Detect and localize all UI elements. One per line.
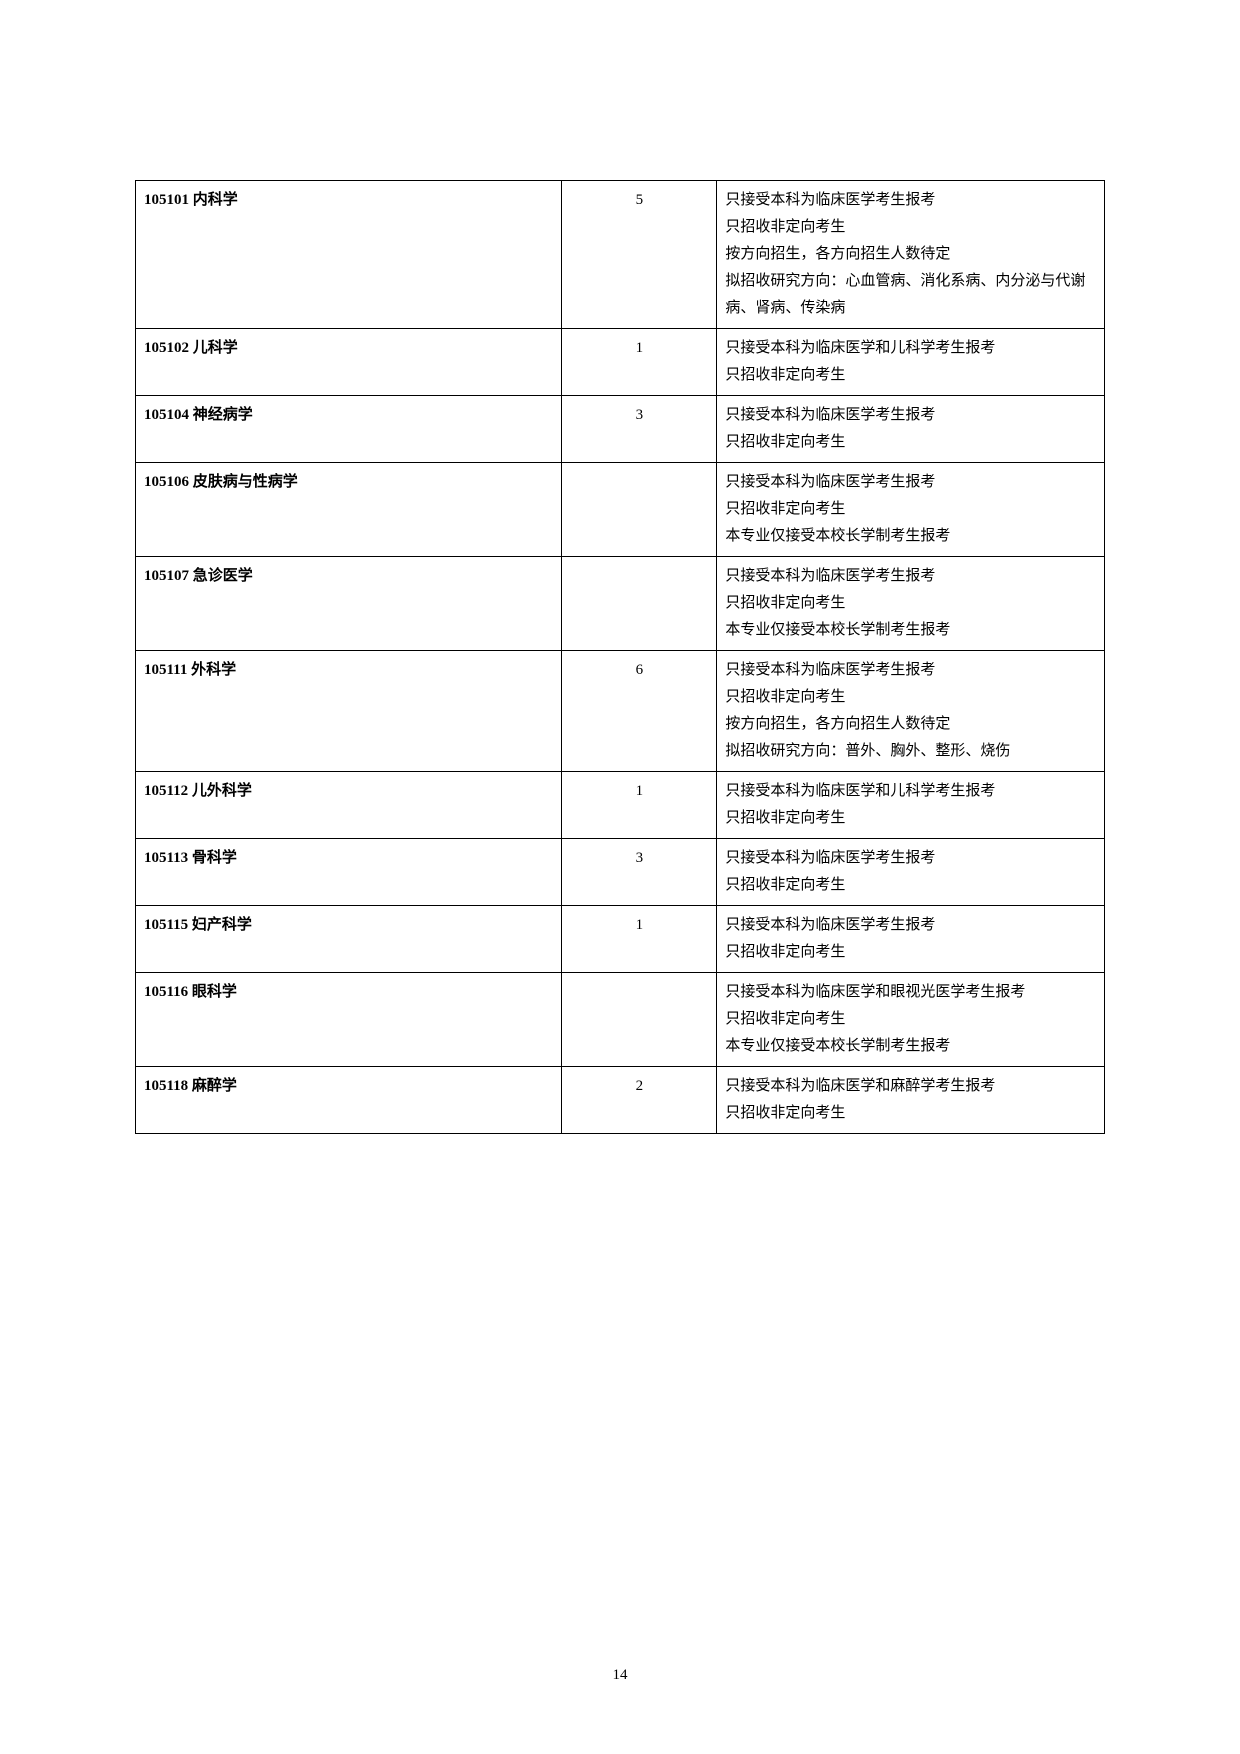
cell-notes: 只接受本科为临床医学考生报考只招收非定向考生本专业仅接受本校长学制考生报考	[717, 557, 1105, 651]
cell-count: 5	[562, 181, 717, 329]
table-row: 105104 神经病学3只接受本科为临床医学考生报考只招收非定向考生	[136, 396, 1105, 463]
notes-line: 本专业仅接受本校长学制考生报考	[725, 1033, 1096, 1060]
notes-line: 拟招收研究方向：心血管病、消化系病、内分泌与代谢病、肾病、传染病	[725, 268, 1096, 322]
cell-notes: 只接受本科为临床医学和眼视光医学考生报考只招收非定向考生本专业仅接受本校长学制考…	[717, 973, 1105, 1067]
cell-notes: 只接受本科为临床医学和儿科学考生报考只招收非定向考生	[717, 772, 1105, 839]
cell-notes: 只接受本科为临床医学考生报考只招收非定向考生	[717, 396, 1105, 463]
cell-major-name: 105104 神经病学	[136, 396, 562, 463]
notes-line: 按方向招生，各方向招生人数待定	[725, 711, 1096, 738]
notes-line: 只招收非定向考生	[725, 805, 1096, 832]
notes-line: 只招收非定向考生	[725, 590, 1096, 617]
cell-count	[562, 973, 717, 1067]
table-row: 105113 骨科学3只接受本科为临床医学考生报考只招收非定向考生	[136, 839, 1105, 906]
cell-major-name: 105115 妇产科学	[136, 906, 562, 973]
table-row: 105101 内科学5只接受本科为临床医学考生报考只招收非定向考生按方向招生，各…	[136, 181, 1105, 329]
admissions-table: 105101 内科学5只接受本科为临床医学考生报考只招收非定向考生按方向招生，各…	[135, 180, 1105, 1134]
table-row: 105107 急诊医学 只接受本科为临床医学考生报考只招收非定向考生本专业仅接受本…	[136, 557, 1105, 651]
notes-line: 只接受本科为临床医学和麻醉学考生报考	[725, 1073, 1096, 1100]
cell-major-name: 105106 皮肤病与性病学	[136, 463, 562, 557]
table-row: 105102 儿科学1只接受本科为临床医学和儿科学考生报考只招收非定向考生	[136, 329, 1105, 396]
notes-line: 只接受本科为临床医学考生报考	[725, 912, 1096, 939]
cell-notes: 只接受本科为临床医学考生报考只招收非定向考生	[717, 906, 1105, 973]
cell-count: 1	[562, 906, 717, 973]
cell-major-name: 105116 眼科学	[136, 973, 562, 1067]
notes-line: 只接受本科为临床医学和儿科学考生报考	[725, 335, 1096, 362]
notes-line: 只招收非定向考生	[725, 939, 1096, 966]
cell-major-name: 105118 麻醉学	[136, 1067, 562, 1134]
cell-notes: 只接受本科为临床医学和儿科学考生报考只招收非定向考生	[717, 329, 1105, 396]
notes-line: 只招收非定向考生	[725, 214, 1096, 241]
cell-count: 6	[562, 651, 717, 772]
notes-line: 只接受本科为临床医学考生报考	[725, 845, 1096, 872]
notes-line: 只招收非定向考生	[725, 684, 1096, 711]
notes-line: 本专业仅接受本校长学制考生报考	[725, 617, 1096, 644]
cell-major-name: 105101 内科学	[136, 181, 562, 329]
notes-line: 只招收非定向考生	[725, 496, 1096, 523]
table-row: 105111 外科学6只接受本科为临床医学考生报考只招收非定向考生按方向招生，各…	[136, 651, 1105, 772]
notes-line: 只招收非定向考生	[725, 1100, 1096, 1127]
cell-notes: 只接受本科为临床医学考生报考只招收非定向考生按方向招生，各方向招生人数待定拟招收…	[717, 181, 1105, 329]
notes-line: 只接受本科为临床医学考生报考	[725, 469, 1096, 496]
cell-major-name: 105107 急诊医学	[136, 557, 562, 651]
notes-line: 本专业仅接受本校长学制考生报考	[725, 523, 1096, 550]
table-row: 105118 麻醉学2只接受本科为临床医学和麻醉学考生报考只招收非定向考生	[136, 1067, 1105, 1134]
cell-count: 1	[562, 329, 717, 396]
table-row: 105116 眼科学 只接受本科为临床医学和眼视光医学考生报考只招收非定向考生本专…	[136, 973, 1105, 1067]
table-row: 105112 儿外科学1只接受本科为临床医学和儿科学考生报考只招收非定向考生	[136, 772, 1105, 839]
table-body: 105101 内科学5只接受本科为临床医学考生报考只招收非定向考生按方向招生，各…	[136, 181, 1105, 1134]
cell-count: 3	[562, 839, 717, 906]
cell-major-name: 105112 儿外科学	[136, 772, 562, 839]
notes-line: 只招收非定向考生	[725, 872, 1096, 899]
cell-count	[562, 463, 717, 557]
table-row: 105106 皮肤病与性病学 只接受本科为临床医学考生报考只招收非定向考生本专业仅…	[136, 463, 1105, 557]
cell-count	[562, 557, 717, 651]
cell-notes: 只接受本科为临床医学考生报考只招收非定向考生	[717, 839, 1105, 906]
cell-major-name: 105113 骨科学	[136, 839, 562, 906]
notes-line: 只接受本科为临床医学考生报考	[725, 402, 1096, 429]
notes-line: 拟招收研究方向：普外、胸外、整形、烧伤	[725, 738, 1096, 765]
page-number: 14	[0, 1667, 1240, 1684]
table-row: 105115 妇产科学1只接受本科为临床医学考生报考只招收非定向考生	[136, 906, 1105, 973]
notes-line: 只接受本科为临床医学和眼视光医学考生报考	[725, 979, 1096, 1006]
notes-line: 只招收非定向考生	[725, 362, 1096, 389]
notes-line: 只接受本科为临床医学考生报考	[725, 657, 1096, 684]
notes-line: 只接受本科为临床医学考生报考	[725, 187, 1096, 214]
notes-line: 只招收非定向考生	[725, 1006, 1096, 1033]
cell-notes: 只接受本科为临床医学考生报考只招收非定向考生按方向招生，各方向招生人数待定拟招收…	[717, 651, 1105, 772]
notes-line: 只接受本科为临床医学和儿科学考生报考	[725, 778, 1096, 805]
cell-count: 3	[562, 396, 717, 463]
notes-line: 只接受本科为临床医学考生报考	[725, 563, 1096, 590]
cell-count: 2	[562, 1067, 717, 1134]
notes-line: 只招收非定向考生	[725, 429, 1096, 456]
cell-count: 1	[562, 772, 717, 839]
cell-notes: 只接受本科为临床医学考生报考只招收非定向考生本专业仅接受本校长学制考生报考	[717, 463, 1105, 557]
notes-line: 按方向招生，各方向招生人数待定	[725, 241, 1096, 268]
cell-major-name: 105111 外科学	[136, 651, 562, 772]
cell-major-name: 105102 儿科学	[136, 329, 562, 396]
cell-notes: 只接受本科为临床医学和麻醉学考生报考只招收非定向考生	[717, 1067, 1105, 1134]
